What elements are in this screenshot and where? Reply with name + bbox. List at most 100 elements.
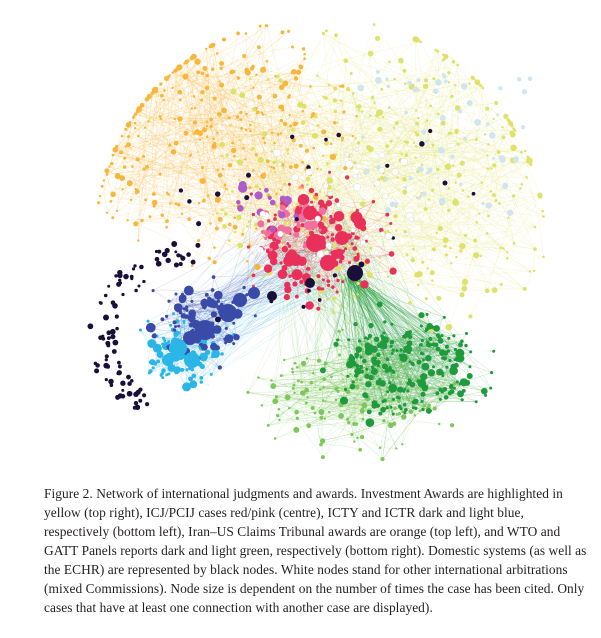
network-node <box>322 182 329 189</box>
network-node <box>263 264 273 273</box>
network-node <box>184 315 188 319</box>
network-node <box>290 134 295 139</box>
network-node <box>290 71 294 75</box>
network-node <box>492 349 496 353</box>
network-node <box>365 367 369 371</box>
network-node <box>393 77 396 81</box>
network-node <box>342 110 346 114</box>
network-node <box>192 132 196 135</box>
network-node <box>126 142 131 148</box>
network-node <box>343 166 348 171</box>
network-node <box>442 356 448 361</box>
network-node <box>288 222 292 226</box>
network-node <box>170 149 177 155</box>
network-node <box>389 405 393 409</box>
network-node <box>367 333 373 339</box>
network-node <box>369 114 372 118</box>
network-node <box>202 65 208 71</box>
network-node <box>224 341 228 345</box>
network-node <box>380 334 384 338</box>
network-node <box>213 141 217 145</box>
network-node <box>123 156 127 160</box>
network-node <box>385 357 390 362</box>
network-node <box>402 177 407 182</box>
network-node <box>491 156 496 160</box>
network-node <box>357 173 362 179</box>
network-node <box>353 183 362 192</box>
network-node <box>347 421 351 425</box>
network-node <box>507 216 510 220</box>
network-node <box>424 297 428 301</box>
network-node <box>327 83 331 87</box>
network-node <box>420 391 426 397</box>
network-node <box>489 190 493 193</box>
network-node <box>173 368 180 375</box>
network-node <box>180 367 185 372</box>
network-node <box>371 200 376 204</box>
network-node <box>376 364 380 368</box>
network-node <box>499 156 506 163</box>
network-node <box>146 319 150 323</box>
network-node <box>173 303 183 313</box>
network-node <box>279 261 283 265</box>
network-node <box>402 403 407 407</box>
network-node <box>270 150 274 153</box>
network-node <box>505 257 509 260</box>
network-node <box>379 227 384 233</box>
network-node <box>391 398 395 401</box>
network-node <box>306 165 311 170</box>
network-node <box>402 353 406 357</box>
network-node <box>286 242 290 246</box>
network-node <box>151 199 158 206</box>
network-node <box>416 116 420 120</box>
network-node <box>324 137 328 142</box>
network-node <box>325 200 333 207</box>
network-node <box>185 368 189 372</box>
network-node <box>384 393 387 396</box>
network-node <box>266 77 270 81</box>
network-node <box>305 357 309 360</box>
network-node <box>311 132 319 139</box>
network-node <box>437 225 443 231</box>
network-node <box>382 193 389 200</box>
network-node <box>269 225 276 233</box>
network-node <box>367 50 374 57</box>
network-node <box>121 292 125 297</box>
network-node <box>356 252 360 256</box>
network-node <box>159 83 162 86</box>
network-node <box>244 32 248 35</box>
network-node <box>335 290 339 294</box>
network-node <box>492 163 497 168</box>
network-node <box>233 216 237 220</box>
network-node <box>121 188 124 191</box>
network-node <box>508 121 514 126</box>
network-node <box>306 423 312 429</box>
network-node <box>394 202 399 206</box>
network-node <box>329 214 333 219</box>
network-node <box>272 398 279 405</box>
network-node <box>360 110 364 113</box>
network-node <box>273 148 282 158</box>
network-node <box>304 148 310 153</box>
network-node <box>388 251 395 257</box>
network-node <box>232 321 236 325</box>
network-node <box>421 407 425 412</box>
network-node <box>447 187 451 190</box>
network-node <box>432 406 437 411</box>
network-node <box>389 339 395 345</box>
network-node <box>408 216 415 223</box>
network-node <box>124 145 127 148</box>
network-node <box>509 130 515 135</box>
network-node <box>204 292 209 297</box>
network-node <box>111 216 115 220</box>
network-node <box>436 295 442 301</box>
network-node <box>510 144 517 152</box>
network-node <box>416 78 421 83</box>
network-node <box>456 63 460 67</box>
network-node <box>308 187 315 194</box>
network-graph <box>60 8 580 470</box>
network-node <box>360 135 365 139</box>
network-node <box>291 370 294 374</box>
network-node <box>386 390 390 394</box>
network-node <box>104 378 108 382</box>
